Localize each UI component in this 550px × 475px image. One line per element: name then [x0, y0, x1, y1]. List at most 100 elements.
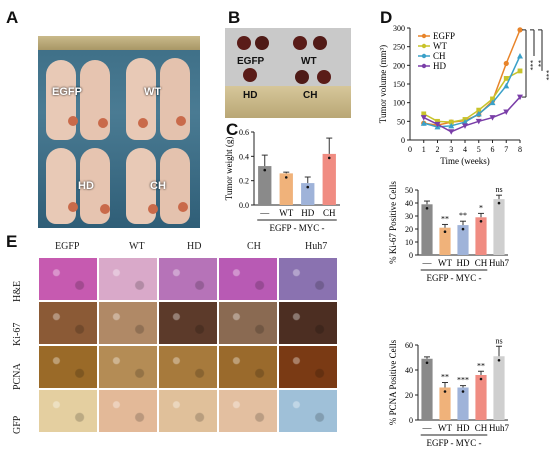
panel-label-b: B: [228, 8, 241, 27]
tumor: [148, 204, 158, 214]
tumor: [237, 36, 251, 50]
bar: [322, 153, 336, 205]
mouse-group-label: WT: [144, 86, 162, 98]
significance-label: ns: [495, 185, 502, 194]
tumor-photo: EGFP WT HD CH: [225, 28, 351, 118]
legend-label: CH: [433, 51, 446, 61]
series-point: [517, 53, 523, 59]
y-tick-label: 300: [393, 24, 405, 33]
y-axis-label: % Ki-67 Positive Cells: [388, 181, 398, 264]
significance-label: **: [441, 214, 449, 223]
y-tick-label: 10: [405, 238, 413, 247]
series-point: [503, 76, 509, 81]
data-dot: [479, 377, 483, 381]
x-tick-label: 5: [477, 145, 481, 154]
data-dot: [284, 176, 288, 179]
series-point: [489, 99, 496, 106]
tumor-group-label: EGFP: [237, 56, 265, 67]
series-line: [423, 55, 521, 128]
tumor: [68, 202, 78, 212]
x-tick-label: —: [259, 208, 270, 218]
bar: [493, 356, 505, 420]
tumor: [243, 68, 257, 82]
y-tick-label: 250: [393, 43, 405, 52]
panel-label-e: E: [6, 232, 18, 251]
series-point: [421, 111, 427, 117]
significance-label: ***: [526, 60, 534, 71]
bar: [421, 358, 433, 420]
x-tick-label: 1: [422, 145, 426, 154]
x-tick-label: HD: [301, 208, 314, 218]
y-tick-label: 100: [393, 99, 405, 108]
series-point: [490, 96, 495, 102]
legend-label: HD: [433, 61, 446, 71]
series-line: [423, 96, 521, 133]
bar: [457, 225, 469, 255]
y-tick-label: 0: [401, 136, 405, 145]
x-tick-label: CH: [475, 258, 488, 268]
x-tick-label: 6: [491, 145, 495, 154]
significance-label: ns: [495, 336, 502, 345]
significance-label: *: [479, 203, 483, 212]
series-point: [435, 118, 440, 124]
y-tick-label: 20: [405, 225, 413, 234]
y-tick-label: 0.2: [239, 177, 249, 186]
y-tick-label: 50: [405, 186, 413, 195]
x-tick-label: 0: [408, 145, 412, 154]
data-dot: [327, 156, 331, 160]
series-point: [517, 68, 523, 74]
data-dot: [425, 361, 429, 365]
tumor-group-label: CH: [303, 90, 318, 101]
significance-label: **: [477, 361, 485, 370]
tumor-group-label: HD: [243, 90, 258, 101]
y-tick-label: 150: [393, 80, 405, 89]
mouse: [46, 60, 76, 140]
x-tick-label: Huh7: [489, 258, 509, 268]
bar: [493, 199, 505, 255]
mice-photo: EGFP WT HD CH: [38, 36, 200, 228]
x-tick-label: Huh7: [489, 423, 509, 433]
y-tick-label: 40: [405, 366, 413, 375]
x-tick-label: WT: [438, 423, 452, 433]
bar: [301, 183, 315, 205]
group-label: EGFP - MYC -: [427, 438, 482, 448]
y-tick-label: 0.6: [239, 128, 249, 137]
series-point: [489, 115, 496, 121]
y-tick-label: 0: [409, 251, 413, 260]
series-point: [475, 118, 482, 125]
data-dot: [461, 227, 465, 231]
x-tick-label: CH: [323, 208, 336, 218]
panel-label-d: D: [380, 8, 393, 27]
bar: [439, 227, 451, 255]
x-tick-label: HD: [457, 258, 470, 268]
y-tick-label: 30: [405, 212, 413, 221]
series-point: [517, 94, 523, 101]
series-point: [503, 82, 510, 89]
x-tick-label: 3: [449, 145, 453, 154]
series-point: [448, 129, 455, 135]
panel-label-a: A: [6, 8, 19, 27]
y-tick-label: 60: [405, 341, 413, 350]
tumor: [98, 118, 108, 128]
tumor: [313, 36, 327, 50]
legend-marker: [421, 53, 427, 59]
bar: [457, 387, 469, 420]
series-point: [462, 119, 468, 125]
y-tick-label: 20: [405, 391, 413, 400]
legend-marker: [421, 43, 427, 49]
series-point: [503, 60, 509, 67]
tumor: [317, 70, 331, 84]
y-tick-label: 200: [393, 61, 405, 70]
significance-label: **: [459, 211, 467, 220]
bar: [475, 217, 487, 255]
legend-marker: [421, 63, 427, 69]
data-dot: [443, 230, 447, 233]
tumor: [68, 116, 78, 126]
bar: [421, 204, 433, 255]
bar: [475, 375, 487, 420]
significance-label: ***: [542, 70, 550, 81]
series-point: [517, 27, 523, 33]
legend-label: WT: [433, 41, 447, 51]
significance-label: **: [441, 373, 449, 382]
